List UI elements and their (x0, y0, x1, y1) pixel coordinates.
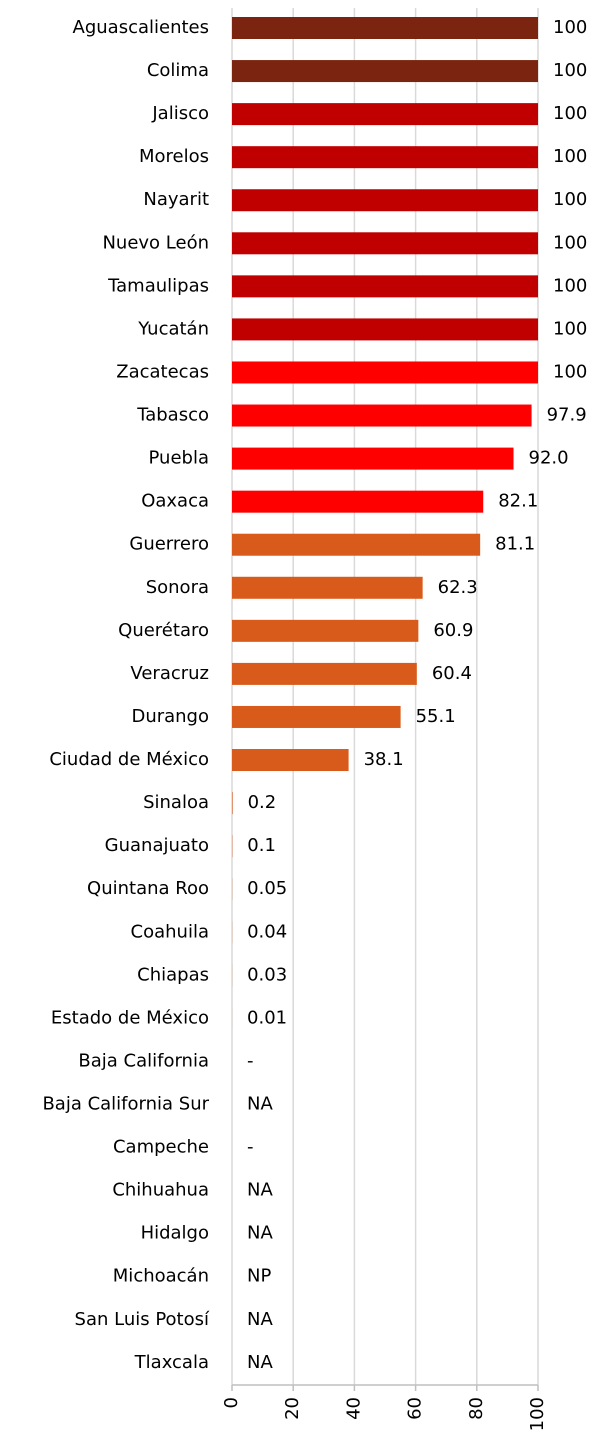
data-label: - (247, 1050, 254, 1071)
data-label: 0.1 (247, 835, 276, 856)
y-tick-label: Sinaloa (143, 792, 209, 813)
y-tick-label: Hidalgo (141, 1223, 209, 1244)
bar (232, 189, 538, 211)
bar (232, 146, 538, 168)
data-label: NP (247, 1266, 271, 1287)
bar (232, 448, 514, 470)
bar (232, 706, 401, 728)
bar (232, 620, 418, 642)
data-label: 0.01 (247, 1007, 287, 1028)
data-label: 100 (553, 189, 587, 210)
bar (232, 60, 538, 82)
y-tick-label: Chiapas (137, 964, 209, 985)
data-label: 92.0 (529, 448, 569, 469)
y-tick-label: Morelos (139, 146, 209, 167)
bar (232, 17, 538, 39)
y-tick-label: Campeche (113, 1137, 209, 1158)
data-label: 81.1 (495, 534, 535, 555)
data-label: 62.3 (438, 577, 478, 598)
y-tick-label: Yucatán (137, 318, 209, 339)
y-tick-label: San Luis Potosí (75, 1309, 210, 1330)
bar (232, 534, 480, 556)
y-tick-label: Estado de México (51, 1007, 209, 1028)
y-tick-label: Puebla (149, 448, 209, 469)
data-label: NA (247, 1309, 273, 1330)
bar (232, 749, 349, 771)
data-label: 100 (553, 232, 587, 253)
x-tick-label: 60 (405, 1397, 426, 1420)
data-label: 0.05 (247, 878, 287, 899)
y-tick-label: Baja California (78, 1050, 209, 1071)
y-tick-label: Colima (147, 60, 209, 81)
y-tick-label: Baja California Sur (42, 1094, 209, 1115)
y-tick-label: Chihuahua (112, 1180, 209, 1201)
y-tick-label: Guanajuato (105, 835, 209, 856)
y-tick-label: Tlaxcala (134, 1352, 209, 1373)
data-label: 60.4 (432, 663, 472, 684)
data-label: 55.1 (416, 706, 456, 727)
data-label: 97.9 (547, 405, 587, 426)
data-label: 100 (553, 146, 587, 167)
data-label: 100 (553, 17, 587, 38)
x-tick-label: 20 (282, 1397, 303, 1420)
data-label: 100 (553, 103, 587, 124)
data-label: 0.03 (247, 964, 287, 985)
data-label: NA (247, 1223, 273, 1244)
y-tick-label: Guerrero (129, 534, 209, 555)
data-label: 82.1 (498, 491, 538, 512)
data-label: - (247, 1137, 254, 1158)
data-label: 0.2 (248, 792, 277, 813)
data-label: NA (247, 1352, 273, 1373)
data-label: NA (247, 1180, 273, 1201)
bar (232, 663, 417, 685)
y-tick-label: Jalisco (151, 103, 209, 124)
y-tick-label: Ciudad de México (49, 749, 209, 770)
x-tick-label: 100 (527, 1397, 548, 1431)
y-tick-label: Tabasco (136, 405, 209, 426)
y-tick-label: Michoacán (113, 1266, 209, 1287)
data-label: 100 (553, 60, 587, 81)
y-tick-label: Oaxaca (141, 491, 209, 512)
bar (232, 232, 538, 254)
x-tick-label: 40 (343, 1397, 364, 1420)
data-label: 100 (553, 275, 587, 296)
bar (232, 405, 532, 427)
y-tick-label: Nayarit (143, 189, 209, 210)
x-tick-label: 0 (221, 1397, 242, 1408)
y-tick-label: Sonora (146, 577, 209, 598)
y-tick-label: Tamaulipas (107, 275, 209, 296)
data-label: 0.04 (247, 921, 287, 942)
y-tick-label: Quintana Roo (87, 878, 209, 899)
bar (232, 275, 538, 297)
y-tick-label: Querétaro (118, 620, 209, 641)
y-tick-label: Coahuila (131, 921, 209, 942)
bar (232, 792, 233, 814)
data-label: 60.9 (433, 620, 473, 641)
y-tick-label: Durango (131, 706, 209, 727)
bar (232, 318, 538, 340)
bar (232, 577, 423, 599)
data-label: 100 (553, 361, 587, 382)
x-tick-label: 80 (466, 1397, 487, 1420)
y-tick-label: Zacatecas (116, 361, 209, 382)
data-label: 38.1 (364, 749, 404, 770)
bar (232, 103, 538, 125)
data-label: 100 (553, 318, 587, 339)
y-tick-label: Veracruz (130, 663, 209, 684)
y-tick-label: Aguascalientes (73, 17, 209, 38)
bar (232, 491, 483, 513)
data-label: NA (247, 1094, 273, 1115)
y-tick-label: Nuevo León (102, 232, 209, 253)
bar (232, 361, 538, 383)
